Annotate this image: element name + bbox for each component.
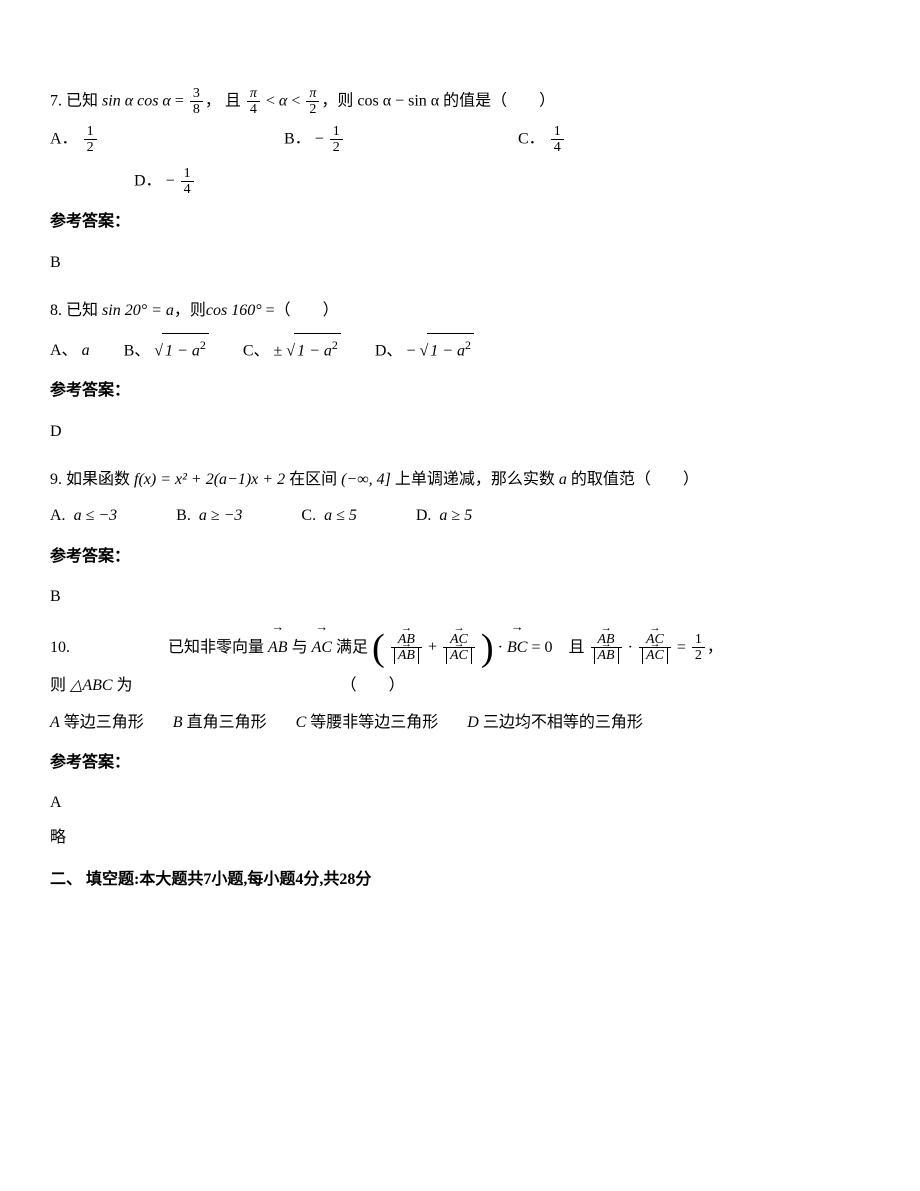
q7-number: 7. bbox=[50, 93, 62, 110]
q7-range-left: π 4 bbox=[247, 86, 260, 118]
q10-frac2: →AC →AC bbox=[443, 632, 475, 664]
q7-range-right: π 2 bbox=[306, 86, 319, 118]
q9-opt-D: D. a ≥ 5 bbox=[416, 501, 472, 531]
q10-opt-D: D 三边均不相等的三角形 bbox=[467, 708, 643, 738]
q7-frac1: 3 8 bbox=[190, 86, 203, 118]
q9-answer-label: 参考答案： bbox=[50, 542, 870, 572]
q9-options: A. a ≤ −3 B. a ≥ −3 C. a ≤ 5 D. a ≥ 5 bbox=[50, 501, 870, 531]
q10-stem: 10. 已知非零向量 →AB 与 →AC 满足 ( →AB →AB + →AC … bbox=[50, 631, 870, 666]
q8-options: A、 a B、 √1 − a2 C、 ± √1 − a2 D、 − √1 − a… bbox=[50, 333, 870, 367]
q8-answer: D bbox=[50, 417, 870, 447]
q7-expr-lhs: sin α cos α bbox=[102, 93, 171, 110]
q10-frac4: →AC →AC bbox=[639, 632, 671, 664]
q9-opt-C: C. a ≤ 5 bbox=[301, 501, 356, 531]
q8-opt-B: B、 √1 − a2 bbox=[124, 333, 209, 367]
q10-half: 1 2 bbox=[692, 632, 705, 664]
q7-answer-label: 参考答案： bbox=[50, 207, 870, 237]
q7-options: A． 12 B． − 12 C． 14 bbox=[50, 124, 870, 156]
q8-opt-A: A、 a bbox=[50, 336, 90, 366]
q10-note: 略 bbox=[50, 823, 870, 853]
q7-opt-A: A． 12 bbox=[50, 124, 280, 156]
q10-opt-C: C 等腰非等边三角形 bbox=[296, 708, 439, 738]
q9-opt-A: A. a ≤ −3 bbox=[50, 501, 117, 531]
q10-number: 10. bbox=[50, 639, 70, 656]
q10-frac1: →AB →AB bbox=[391, 632, 422, 664]
section2-title: 二、 填空题:本大题共7小题,每小题4分,共28分 bbox=[50, 865, 870, 895]
q10-opt-A: A 等边三角形 bbox=[50, 708, 144, 738]
q7-options-row2: D． − 14 bbox=[50, 166, 870, 198]
q7-stem: 7. 已知 sin α cos α = 3 8 ， 且 π 4 < α < π … bbox=[50, 86, 870, 118]
q10-frac3: →AB →AB bbox=[591, 632, 622, 664]
q7-opt-C: C． 14 bbox=[518, 124, 748, 156]
q10-stem-line2: 则 △ABC 为 （ ） bbox=[50, 671, 870, 701]
q9-stem: 9. 如果函数 f(x) = x² + 2(a−1)x + 2 在区间 (−∞,… bbox=[50, 465, 870, 495]
q8-stem: 8. 已知 sin 20° = a，则cos 160° =（ ） bbox=[50, 296, 870, 326]
q7-answer: B bbox=[50, 248, 870, 278]
q9-number: 9. bbox=[50, 471, 62, 488]
q8-opt-D: D、 − √1 − a2 bbox=[375, 333, 474, 367]
q10-answer-label: 参考答案： bbox=[50, 748, 870, 778]
q7-opt-B: B． − 12 bbox=[284, 124, 514, 156]
vec-AC: →AC bbox=[312, 633, 332, 663]
vec-AB: →AB bbox=[268, 633, 288, 663]
q10-options: A 等边三角形 B 直角三角形 C 等腰非等边三角形 D 三边均不相等的三角形 bbox=[50, 708, 870, 738]
q8-number: 8. bbox=[50, 302, 62, 319]
q9-answer: B bbox=[50, 582, 870, 612]
q10-opt-B: B 直角三角形 bbox=[173, 708, 267, 738]
q10-answer: A bbox=[50, 788, 870, 818]
q9-opt-B: B. a ≥ −3 bbox=[176, 501, 242, 531]
q8-answer-label: 参考答案： bbox=[50, 376, 870, 406]
vec-BC: →BC bbox=[507, 633, 527, 663]
q7-opt-D: D． − 14 bbox=[134, 166, 196, 198]
q8-opt-C: C、 ± √1 − a2 bbox=[243, 333, 341, 367]
